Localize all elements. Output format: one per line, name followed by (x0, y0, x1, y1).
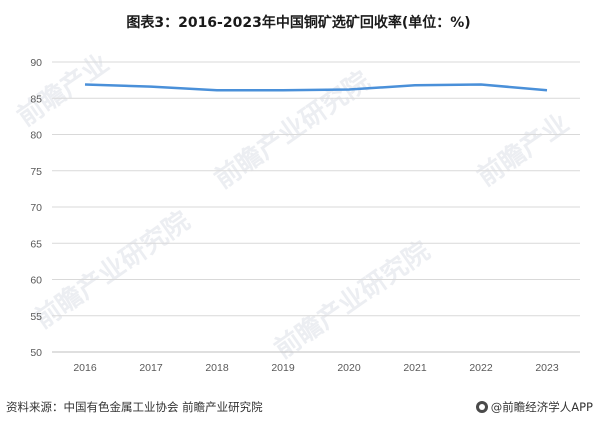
y-tick-label: 65 (30, 238, 42, 250)
x-tick-label: 2020 (337, 362, 361, 374)
y-tick-label: 70 (30, 202, 42, 214)
y-tick-label: 80 (30, 130, 42, 142)
x-tick-label: 2021 (403, 362, 427, 374)
y-tick-label: 90 (30, 57, 42, 69)
x-tick-label: 2023 (535, 362, 559, 374)
brand-text: @前瞻经济学人APP (490, 400, 593, 414)
chart-title: 图表3：2016-2023年中国铜矿选矿回收率(单位：%) (126, 15, 471, 31)
x-tick-label: 2018 (205, 362, 229, 374)
x-tick-label: 2022 (469, 362, 493, 374)
brand-label: @前瞻经济学人APP (475, 399, 593, 415)
x-tick-label: 2019 (271, 362, 295, 374)
y-axis-ticks: 50 55 60 65 70 75 80 85 90 (30, 57, 42, 359)
series-polyline (84, 83, 548, 92)
x-tick-label: 2017 (139, 362, 163, 374)
y-tick-label: 85 (30, 93, 42, 105)
y-tick-label: 60 (30, 275, 42, 287)
y-tick-label: 55 (30, 311, 42, 323)
x-axis-ticks: 2016 2017 2018 2019 2020 2021 2022 2023 (73, 362, 559, 374)
y-tick-label: 50 (30, 347, 42, 359)
source-note: 资料来源：中国有色金属工业协会 前瞻产业研究院 (6, 400, 263, 414)
y-tick-label: 75 (30, 166, 42, 178)
x-tick-label: 2016 (73, 362, 97, 374)
series-line (84, 83, 548, 92)
grid-lines (52, 61, 580, 353)
brand-logo-icon (475, 401, 488, 413)
